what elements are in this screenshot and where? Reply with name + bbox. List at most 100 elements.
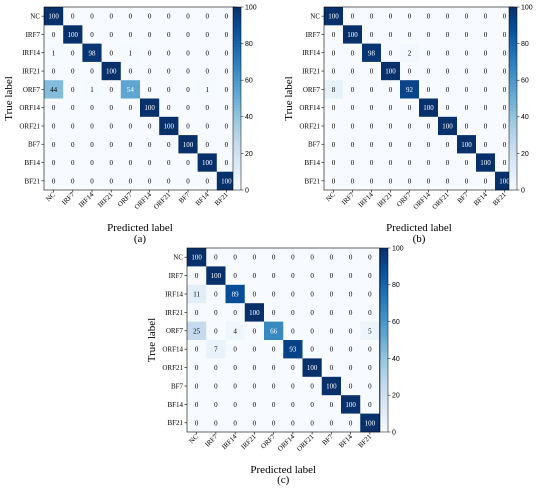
heatmap-cell [438, 135, 458, 154]
colorbar-tick-label: 80 [245, 41, 253, 48]
heatmap-cell [178, 116, 198, 136]
colorbar-segment [233, 74, 241, 78]
colorbar-segment [380, 284, 388, 289]
cell-value-label: 0 [109, 13, 113, 21]
cell-value-label: 0 [109, 177, 113, 185]
cell-value-label: 0 [90, 122, 94, 130]
heatmap-cell [82, 7, 102, 26]
heatmap-cell [63, 25, 83, 44]
heatmap-cell [187, 413, 207, 433]
x-tick-label: IRF21 [376, 190, 395, 209]
colorbar-tick-label: 20 [392, 393, 400, 400]
heatmap-cell [302, 266, 323, 286]
heatmap-cell [476, 116, 496, 136]
cell-value-label: 0 [446, 13, 450, 21]
colorbar: 0 20 40 60 80 100 [379, 245, 404, 436]
x-tick-label: ORF14 [133, 190, 154, 211]
heatmap-cell [302, 358, 323, 378]
cell-value-label: 0 [503, 86, 507, 94]
colorbar-segment [233, 10, 241, 14]
cell-value-label: 0 [253, 364, 257, 372]
cell-value-label: 0 [195, 309, 199, 317]
heatmap-cell [360, 413, 380, 433]
heatmap-cell [457, 171, 477, 191]
heatmap-cell [264, 340, 284, 359]
colorbar-segment [233, 89, 241, 93]
cell-value-label: 0 [408, 13, 412, 21]
colorbar-tick-label: 40 [521, 114, 529, 121]
heatmap-cell [283, 376, 303, 396]
colorbar-segment [233, 95, 241, 99]
cell-value-label: 100 [68, 31, 79, 39]
cell-value-label: 66 [270, 327, 278, 335]
cell-value-label: 100 [347, 31, 358, 39]
x-axis-title: Predicted label [107, 222, 173, 234]
heatmap-cell [321, 358, 342, 378]
cell-value-label: 0 [71, 13, 75, 21]
cell-value-label: 0 [310, 401, 314, 409]
colorbar-tick-label: 0 [245, 187, 249, 194]
y-tick-label: IRF7 [169, 272, 184, 280]
cell-value-label: 0 [272, 383, 276, 391]
cell-value-label: 0 [129, 13, 133, 21]
colorbar-segment [233, 116, 241, 121]
colorbar-segment [233, 147, 241, 151]
colorbar-segment [233, 171, 241, 176]
x-axis-title: Predicted label [250, 464, 316, 476]
cell-value-label: 0 [148, 122, 152, 130]
colorbar-segment [509, 98, 517, 102]
heatmap-cell [216, 43, 237, 63]
colorbar-segment [509, 46, 517, 51]
cell-value-label: 0 [195, 272, 199, 280]
cell-value-label: 93 [289, 346, 297, 354]
heatmap-cell [381, 116, 401, 136]
heatmap-cell [324, 98, 344, 118]
heatmap-cell [178, 171, 198, 191]
cell-value-label: 100 [164, 122, 175, 130]
colorbar-segment [509, 86, 517, 90]
colorbar-segment [509, 92, 517, 96]
y-tick-label: BF7 [171, 382, 184, 390]
colorbar-segment [233, 125, 241, 130]
heatmap-cell [362, 116, 382, 136]
heatmap-cell [197, 98, 218, 118]
heatmap-cell [82, 25, 102, 44]
cell-value-label: 0 [129, 31, 133, 39]
cell-value-label: 0 [272, 419, 276, 427]
heatmap-cell [264, 376, 284, 396]
cell-value-label: 0 [167, 31, 171, 39]
heatmap-cell [44, 171, 64, 191]
heatmap-cell [101, 116, 122, 136]
cell-value-label: 0 [446, 104, 450, 112]
heatmap-cell [283, 266, 303, 286]
colorbar-segment [380, 269, 388, 273]
colorbar-segment [380, 251, 388, 255]
cell-value-label: 0 [370, 141, 374, 149]
cell-value-label: 44 [50, 86, 58, 94]
heatmap-cell [140, 25, 160, 44]
heatmap-cell [476, 43, 496, 63]
cell-value-label: 0 [427, 177, 431, 185]
cell-value-label: 100 [365, 419, 376, 427]
heatmap-cell [63, 171, 83, 191]
cell-value-label: 0 [90, 141, 94, 149]
heatmap-cell [419, 80, 439, 99]
heatmap-cell [343, 98, 363, 118]
heatmap-cell [244, 303, 265, 322]
cell-value-label: 0 [351, 122, 355, 130]
cell-value-label: 0 [484, 49, 488, 57]
heatmap-cell [187, 376, 207, 396]
cell-value-label: 0 [446, 86, 450, 94]
colorbar-segment [380, 287, 388, 292]
heatmap-cell [321, 395, 342, 414]
x-tick-label: ORF7 [259, 432, 277, 450]
cell-value-label: 0 [233, 383, 237, 391]
heatmap-cell [341, 248, 361, 267]
cell-value-label: 0 [272, 272, 276, 280]
heatmap-cell [264, 266, 284, 286]
heatmap-cell [341, 395, 361, 414]
cell-value-label: 100 [442, 122, 453, 130]
colorbar-segment [380, 386, 388, 390]
colorbar-segment [380, 410, 388, 414]
cell-value-label: 0 [484, 13, 488, 21]
